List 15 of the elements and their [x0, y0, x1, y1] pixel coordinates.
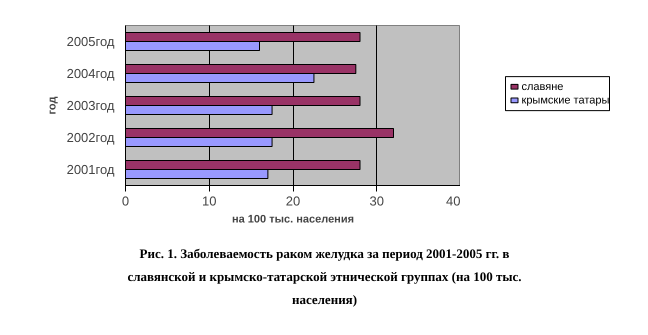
- y-axis-title: год: [46, 96, 59, 114]
- y-tick-label: 2005год: [66, 34, 115, 49]
- y-tick-label: 2003год: [66, 98, 115, 113]
- y-tick-label: 2002год: [66, 130, 115, 145]
- x-tick-label: 0: [122, 194, 130, 208]
- x-tick-label: 30: [370, 194, 384, 208]
- x-tick-label: 40: [446, 194, 461, 208]
- y-tick-label: 2004год: [66, 66, 115, 81]
- y-tick-label: 2001год: [66, 162, 115, 177]
- x-tick-label: 20: [286, 194, 300, 208]
- legend-label: крымские татары: [522, 94, 610, 106]
- x-axis-title: на 100 тыс. населения: [232, 214, 354, 226]
- text: Рис. 1. Заболеваемость раком желудка за период 2001-2005 гг. в славянской и крымско-татарской этнической группах (на 100 тыс. населения): [127, 246, 522, 307]
- legend-label: славяне: [522, 80, 564, 93]
- x-tick-label: 10: [202, 194, 216, 208]
